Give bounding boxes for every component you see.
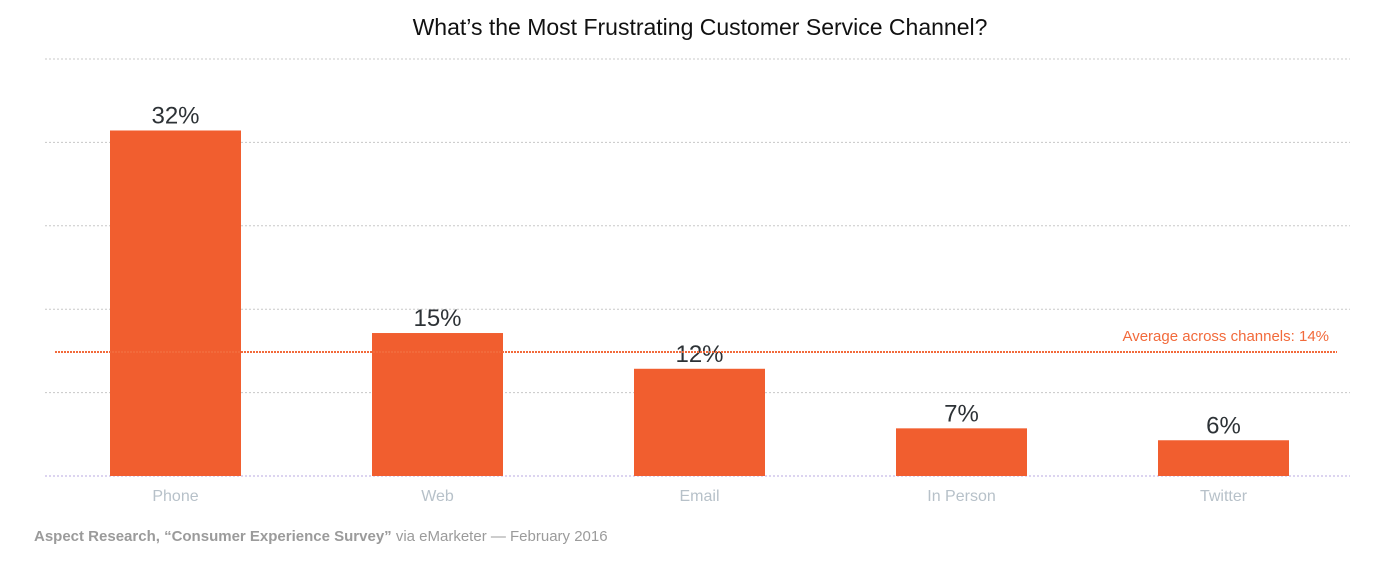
average-label: Average across channels: 14% [1122,328,1329,345]
bar-in-person [896,428,1027,476]
source-note: Aspect Research, “Consumer Experience Su… [34,528,608,545]
data-label: 7% [944,400,979,427]
bar-web [372,333,503,476]
data-label: 12% [675,341,723,368]
category-label: In Person [927,488,995,505]
data-label: 15% [413,305,461,332]
bar-chart: 32% Phone 15% Web 12% Email 7% In Person 6% Twitt… [45,58,1350,505]
category-label: Phone [152,488,198,505]
bar-email [634,368,765,476]
data-label: 32% [151,102,199,129]
category-label: Web [421,488,454,505]
category-label: Twitter [1200,488,1248,505]
bar-phone [110,130,241,476]
source-bold: Aspect Research, “Consumer Experience Su… [34,528,392,545]
source-rest: via eMarketer — February 2016 [391,528,608,545]
category-label: Email [679,488,719,505]
data-label: 6% [1206,412,1241,439]
chart-title: What’s the Most Frustrating Customer Ser… [412,14,988,40]
bar-twitter [1158,440,1289,476]
